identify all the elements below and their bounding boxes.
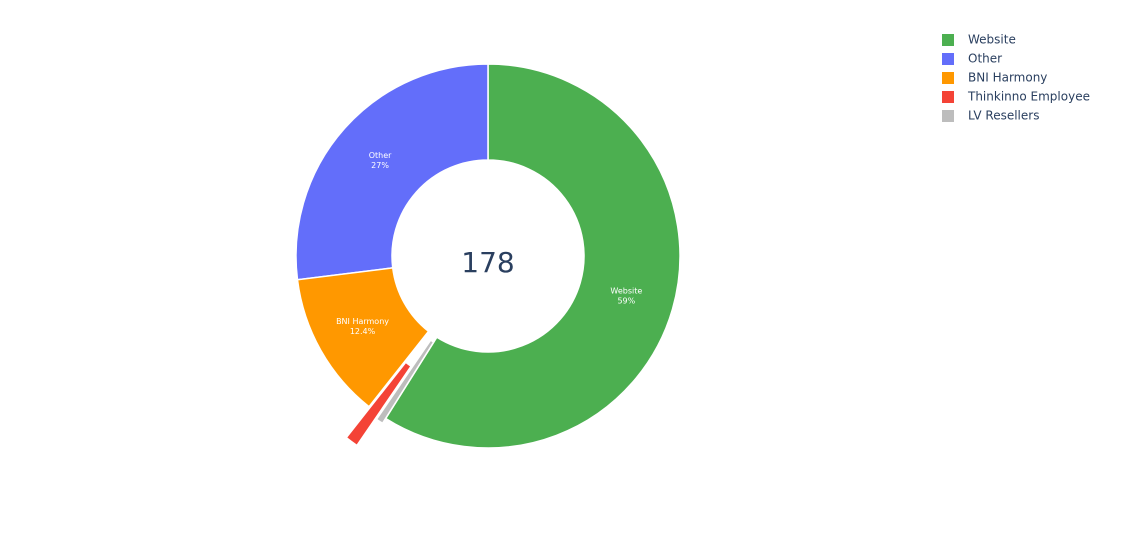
legend-label: Other [968, 52, 1002, 66]
pie-slice [295, 63, 489, 281]
slice-label-name: Website [610, 286, 642, 295]
legend-label: LV Resellers [968, 109, 1039, 123]
legend-swatch [942, 110, 954, 122]
pie-slice [345, 361, 413, 447]
legend-label: Website [968, 33, 1016, 47]
slice-label-value: 12.4% [350, 327, 376, 336]
legend-label: Thinkinno Employee [967, 90, 1090, 104]
legend-swatch [942, 53, 954, 65]
legend-label: BNI Harmony [968, 71, 1047, 85]
center-total: 178 [461, 246, 514, 279]
slice-label-name: Other [369, 151, 392, 160]
legend-swatch [942, 34, 954, 46]
pie-slice [384, 63, 681, 449]
pie-slice [375, 339, 435, 425]
pie-slice [296, 267, 430, 408]
legend-swatch [942, 72, 954, 84]
slice-label-value: 27% [371, 161, 389, 170]
slice-label-value: 59% [617, 296, 635, 305]
legend-swatch [942, 91, 954, 103]
slice-label-name: BNI Harmony [336, 317, 389, 326]
